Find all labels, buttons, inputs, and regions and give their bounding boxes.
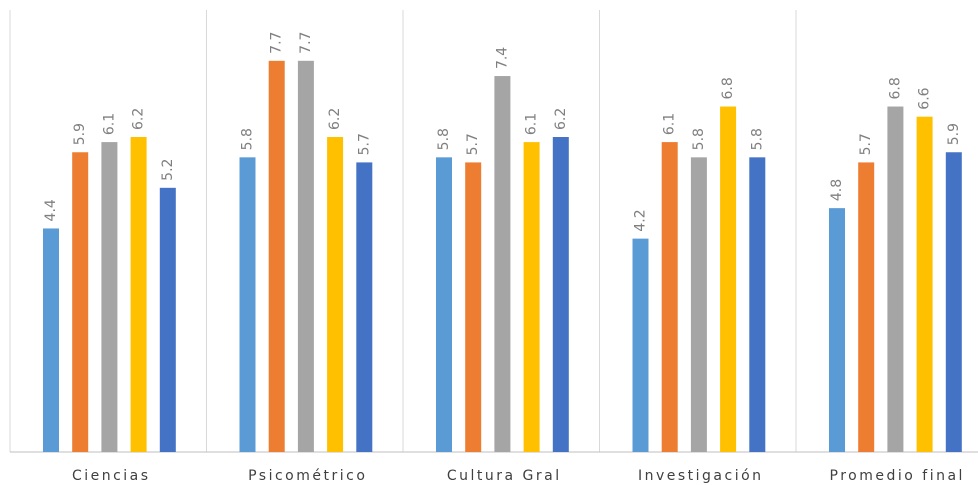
bar <box>916 116 933 453</box>
data-label: 6.8 <box>887 77 903 99</box>
data-label: 5.8 <box>691 128 707 150</box>
data-label: 4.2 <box>633 209 649 231</box>
data-label: 6.2 <box>553 108 569 130</box>
bar <box>72 152 89 452</box>
data-label: 6.2 <box>327 108 343 130</box>
bar <box>552 137 569 453</box>
bar <box>268 60 285 452</box>
bar <box>829 208 845 452</box>
bar <box>945 152 962 452</box>
data-label: 6.1 <box>101 113 117 135</box>
data-label: 5.2 <box>160 159 176 181</box>
bar <box>465 162 482 452</box>
bar <box>239 157 256 453</box>
data-label: 6.2 <box>131 108 147 130</box>
data-label: 5.7 <box>356 133 372 155</box>
data-label: 5.9 <box>946 123 962 145</box>
category-tick-label: Psicométrico <box>248 468 367 484</box>
category-separators <box>9 10 797 452</box>
bar <box>159 187 176 452</box>
bar <box>661 142 678 452</box>
bar <box>720 106 737 452</box>
data-label: 6.8 <box>720 77 736 99</box>
bar <box>327 137 344 453</box>
bar <box>436 157 452 453</box>
data-label: 7.4 <box>494 47 510 69</box>
data-label: 7.7 <box>298 32 314 54</box>
category-tick-label: Cultura Gral <box>447 468 562 484</box>
bar <box>297 60 314 452</box>
data-label: 6.1 <box>524 113 540 135</box>
category-tick-labels: Ciencias Psicométrico Cultura Gral Investig… <box>72 468 965 484</box>
data-label: 6.1 <box>662 113 678 135</box>
bar <box>632 238 649 452</box>
data-label: 5.8 <box>240 128 256 150</box>
category-tick-label: Promedio final <box>830 468 965 484</box>
bar <box>858 162 875 452</box>
bar <box>130 137 147 453</box>
category-tick-label: Ciencias <box>72 468 151 484</box>
bar <box>43 228 59 452</box>
data-label: 5.8 <box>436 128 452 150</box>
data-label: 5.7 <box>465 133 481 155</box>
data-label: 5.9 <box>72 123 88 145</box>
bars-group <box>43 60 962 453</box>
data-label: 4.4 <box>43 199 59 221</box>
bar <box>749 157 766 453</box>
bar <box>690 157 707 453</box>
data-labels-group: 4.4 5.9 6.1 6.2 5.2 5.8 7.7 7.7 6.2 5.7 5.8 5.7 7.4 6… <box>43 32 962 232</box>
bar <box>356 162 373 452</box>
data-label: 5.8 <box>749 128 765 150</box>
bar <box>523 142 540 452</box>
bar <box>494 76 511 453</box>
data-label: 6.6 <box>917 87 933 109</box>
bar <box>887 106 904 452</box>
category-tick-label: Investigación <box>638 468 764 484</box>
data-label: 4.8 <box>829 179 845 201</box>
bar <box>101 142 118 452</box>
data-label: 5.7 <box>858 133 874 155</box>
data-label: 7.7 <box>269 32 285 54</box>
